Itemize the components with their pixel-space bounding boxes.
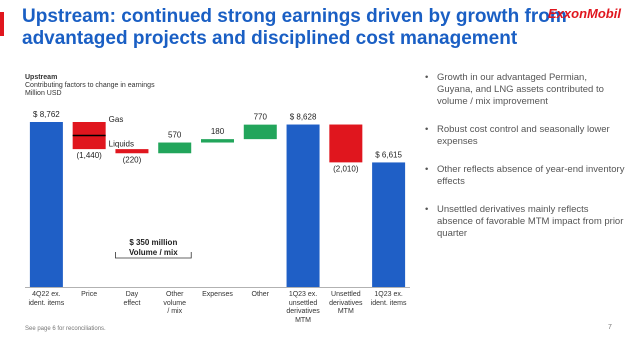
bar: [243, 124, 277, 140]
value-label: (1,440): [76, 151, 102, 160]
segment-label: Gas: [109, 115, 124, 124]
x-tick-label: Other: [251, 291, 270, 298]
annotation-label: Volume / mix: [129, 248, 178, 257]
x-tick-label: Price: [81, 291, 98, 298]
slide-title: Upstream: continued strong earnings driv…: [22, 6, 567, 49]
x-tick-label: Day effect: [123, 291, 141, 307]
value-label: 570: [168, 131, 182, 140]
chart-title: Upstream: [25, 74, 58, 81]
bullet: Other reflects absence of year-end inven…: [425, 164, 625, 188]
bar: [29, 122, 63, 287]
value-label: 180: [211, 127, 225, 136]
bullet: Robust cost control and seasonally lower…: [425, 124, 625, 148]
bar: [201, 139, 234, 143]
value-label: (220): [123, 155, 142, 164]
annotation-value: $ 350 million: [129, 238, 177, 247]
bar: [329, 124, 363, 163]
value-label: (2,010): [333, 164, 359, 173]
x-tick-label: 1Q23 ex. unsettled derivatives MTM: [286, 291, 320, 324]
bar: [286, 124, 320, 287]
bar: [115, 149, 149, 154]
x-tick-label: Other volume / mix: [163, 291, 186, 315]
x-tick-label: Expenses: [202, 291, 233, 298]
footnote: See page 6 for reconciliations.: [25, 326, 106, 332]
bullet: Growth in our advantaged Permian, Guyana…: [425, 72, 625, 108]
logo: ExxonMobil: [548, 6, 621, 21]
unit-label: Million USD: [25, 90, 62, 97]
bar: [158, 142, 192, 154]
value-label: 770: [254, 113, 268, 122]
bullet-list: Growth in our advantaged Permian, Guyana…: [425, 72, 625, 256]
x-tick-label: 4Q22 ex. ident. items: [28, 291, 65, 307]
annotation-bracket: [115, 252, 192, 259]
x-tick-label: 1Q23 ex. ident. items: [370, 291, 407, 307]
accent-bar: [0, 12, 4, 36]
value-label: $ 8,762: [33, 110, 60, 119]
x-tick-label: Unsettled derivatives MTM: [329, 291, 363, 315]
value-label: $ 8,628: [290, 113, 317, 122]
bullet: Unsettled derivatives mainly reflects ab…: [425, 204, 625, 240]
segment-label: Liquids: [109, 140, 134, 149]
bar: [372, 162, 406, 287]
page-number: 7: [608, 324, 612, 331]
chart-subtitle: Contributing factors to change in earnin…: [25, 82, 155, 89]
value-label: $ 6,615: [375, 151, 402, 160]
